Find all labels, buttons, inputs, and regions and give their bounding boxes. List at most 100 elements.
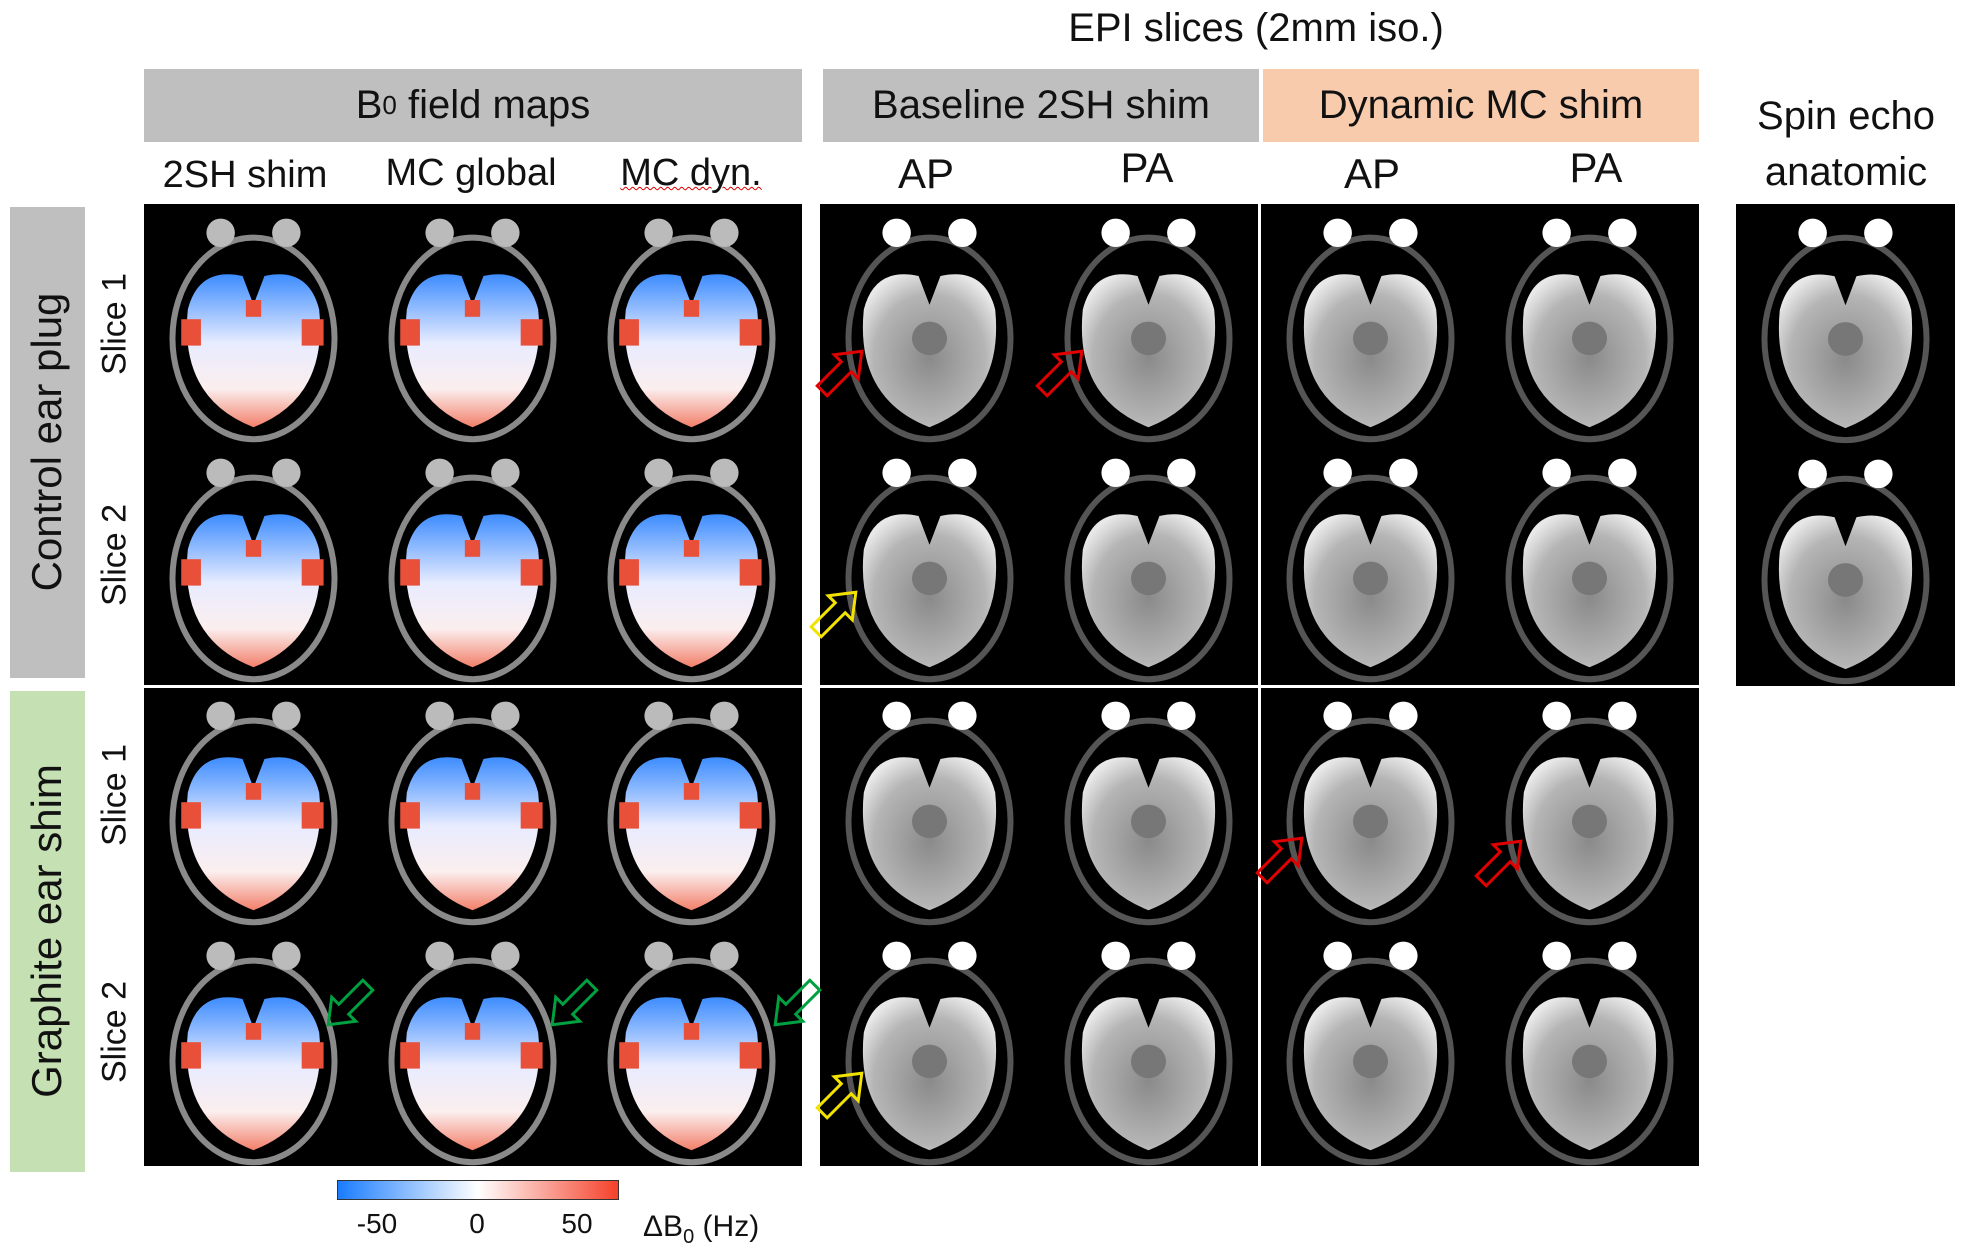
field-map-panel [144,204,802,1166]
epi-image [845,458,1014,683]
epi-image [1064,458,1233,683]
col-label-mc-dyn: MC dyn. [620,152,762,194]
eye [206,941,235,971]
skull-outline [845,234,1014,443]
divider [144,685,802,688]
field-hotspot [400,802,420,829]
brainstem [1571,321,1608,356]
field-hotspot [301,319,324,346]
skull-outline [1064,474,1233,683]
skull-outline [1505,957,1674,1166]
field-hotspot [181,319,201,346]
field-hotspot [683,300,700,317]
brainstem [1827,563,1864,597]
eye [1798,218,1827,248]
field-map-image [169,218,338,443]
eye [1608,218,1637,248]
colorbar [337,1180,619,1200]
epi-image [845,941,1014,1166]
eye [272,218,301,248]
skull-outline [1286,957,1455,1166]
colorbar-tick: 0 [469,1208,485,1239]
field-hotspot [520,319,543,346]
header-spin-echo-1: Spin echo [1757,94,1935,138]
skull-outline [845,717,1014,926]
eye [710,701,739,731]
field-hotspot [520,559,543,586]
eye [1101,458,1130,488]
field-map-image [169,701,338,926]
annotation-arrow-icon [326,978,375,1027]
skull-outline [845,474,1014,683]
skull-outline [607,717,776,926]
annotation-arrow-icon [550,978,599,1027]
field-hotspot [619,559,639,586]
skull-outline [169,957,338,1166]
skull-outline [169,717,338,926]
eye [1389,218,1418,248]
epi-image [1286,701,1455,926]
eye [882,941,911,971]
annotation-arrow-icon [809,590,858,639]
eye [1542,458,1571,488]
field-hotspot [400,319,420,346]
eye [710,218,739,248]
skull-outline [607,234,776,443]
colorbar-label-main: ΔB [643,1210,684,1243]
eye [1608,941,1637,971]
eye [425,458,454,488]
group-control-box: Control ear plug [10,207,85,678]
brain-tissue [405,997,540,1151]
epi-panel [820,204,1699,1166]
annotation-arrow-icon [1255,836,1304,885]
epi-image [1286,458,1455,683]
eye [644,701,673,731]
skull-outline [1761,475,1930,685]
col-label-mc-global: MC global [385,152,557,194]
col-label-ap-baseline: AP [897,150,955,197]
brain-tissue [186,997,321,1151]
brainstem [1827,322,1864,356]
brainstem [911,321,948,356]
epi-image [845,701,1014,926]
eye [1389,941,1418,971]
field-hotspot [464,783,481,800]
field-hotspot [683,1023,700,1040]
epi-image [1064,701,1233,926]
eye [1542,218,1571,248]
col-label-pa-baseline: PA [1120,144,1174,191]
field-hotspot [464,300,481,317]
eye [1167,458,1196,488]
brainstem [911,561,948,596]
colorbar-label: ΔB0 (Hz) [628,1176,759,1249]
brain-tissue [405,514,540,668]
field-hotspot [400,559,420,586]
field-hotspot [301,559,324,586]
annotation-arrow-icon [815,349,864,398]
eye [644,218,673,248]
eye [948,218,977,248]
brainstem [911,1044,948,1079]
eye [1167,941,1196,971]
col-label-ap-dynamic: AP [1343,150,1401,197]
field-hotspot [619,1042,639,1069]
field-map-image [607,941,776,1166]
field-hotspot [683,783,700,800]
skull-outline [169,474,338,683]
field-map-image [388,458,557,683]
eye [206,458,235,488]
field-hotspot [301,1042,324,1069]
field-hotspot [245,1023,262,1040]
field-map-image [169,458,338,683]
field-hotspot [739,559,762,586]
eye [948,701,977,731]
eye [1389,458,1418,488]
field-hotspot [245,540,262,557]
brainstem [1352,321,1389,356]
eye [206,218,235,248]
brain-tissue [405,274,540,428]
eye [1323,218,1352,248]
skull-outline [1761,234,1930,444]
